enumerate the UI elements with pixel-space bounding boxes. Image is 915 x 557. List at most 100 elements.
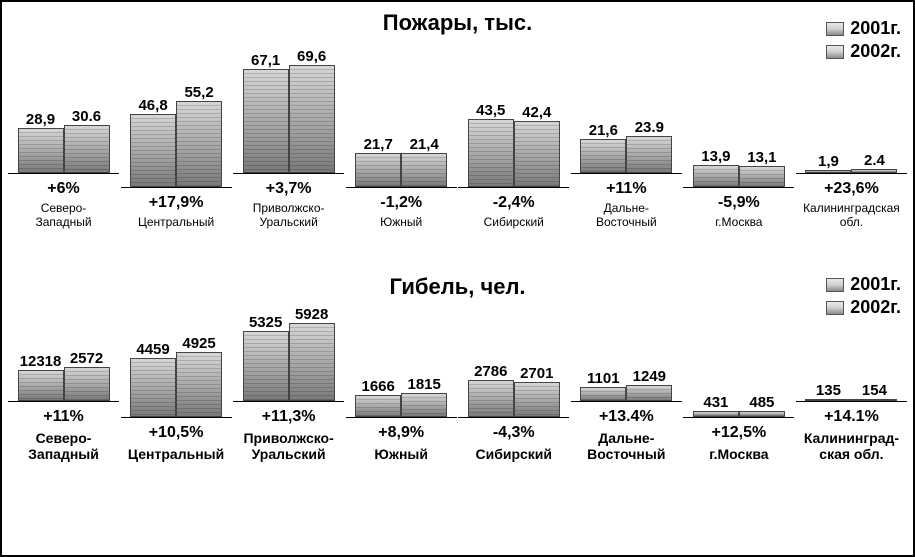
legend-label: 2002г. — [850, 297, 901, 318]
bar-group: 431485+12,5%г.Москва — [683, 338, 794, 462]
chart-title: Гибель, чел. — [8, 274, 907, 300]
bar-fill — [19, 129, 63, 172]
bar-value: 23.9 — [635, 119, 664, 136]
category-label: Сибирский — [475, 446, 552, 462]
bar-fill — [740, 167, 784, 185]
category-label: Северо-Западный — [28, 430, 99, 462]
bar-fill — [131, 115, 175, 186]
bar-value: 28,9 — [26, 111, 55, 128]
bar-pair: 431485 — [683, 338, 794, 418]
bar-value: 21,6 — [589, 122, 618, 139]
bar-fill — [581, 140, 625, 172]
delta-label: +11% — [606, 180, 646, 198]
bar: 2701 — [514, 382, 560, 418]
bar-fill — [19, 371, 63, 400]
delta-label: +12,5% — [712, 424, 767, 442]
chart-1: Пожары, тыс.2001г.2002г.28,930.6+6%Север… — [8, 10, 907, 268]
category-label: Северо-Западный — [35, 202, 91, 230]
bar-value: 2.4 — [864, 152, 885, 169]
bar-fill — [694, 412, 738, 416]
bar-value: 2572 — [70, 350, 103, 367]
bar-group: 21,623.9+11%Дальне-Восточный — [571, 64, 682, 230]
bar: 23.9 — [626, 136, 672, 173]
category-label: Центральный — [138, 216, 214, 230]
chart-frame: Пожары, тыс. 2001г.2002г. 28,930.6+6%Север… — [0, 0, 915, 557]
bar-group: 13,913,1-5,9%г.Москва — [683, 78, 794, 230]
bar: 4925 — [176, 352, 222, 417]
bar-group: 43,542,4-2,4%Сибирский — [458, 78, 569, 230]
bar-fill — [402, 394, 446, 416]
bar-value: 1249 — [633, 368, 666, 385]
bar-value: 5928 — [295, 306, 328, 323]
bar-fill — [806, 171, 850, 172]
bar-group: 28,930.6+6%Северо-Западный — [8, 64, 119, 230]
bar-value: 46,8 — [138, 97, 167, 114]
bar-value: 12318 — [20, 353, 62, 370]
bar-value: 485 — [749, 394, 774, 411]
bar: 69,6 — [289, 65, 335, 173]
bar-fill — [515, 122, 559, 186]
bar-groups: 28,930.6+6%Северо-Западный46,855,2+17,9%… — [8, 64, 907, 230]
bar: 2786 — [468, 380, 514, 417]
bar-pair: 13,913,1 — [683, 78, 794, 188]
bar: 1249 — [626, 385, 672, 401]
bar: 21,6 — [580, 139, 626, 173]
delta-label: +13.4% — [599, 408, 654, 426]
bar-fill — [356, 154, 400, 186]
bar-group: 44594925+10,5%Центральный — [121, 338, 232, 462]
spacer — [8, 36, 907, 64]
delta-label: -5,9% — [718, 194, 760, 212]
bar-value: 21,4 — [410, 136, 439, 153]
chart-2: Гибель, чел.2001г.2002г. 12318 2572 +11% Сев… — [8, 274, 907, 532]
bar: 46,8 — [130, 114, 176, 187]
bar-pair: 27862701 — [458, 338, 569, 418]
category-label: г.Москва — [709, 446, 768, 462]
bar: 4459 — [130, 358, 176, 417]
bar-value: 135 — [816, 382, 841, 399]
bar-pair: 44594925 — [121, 338, 232, 418]
delta-label: +14.1% — [824, 408, 879, 426]
delta-label: +11% — [43, 408, 83, 426]
bar-pair: 46,855,2 — [121, 78, 232, 188]
bar-fill — [131, 359, 175, 416]
bar-fill — [469, 381, 513, 416]
bar-value: 1,9 — [818, 153, 839, 170]
bar-groups: 12318 2572 +11% Северо-Западный 44594925+10,… — [8, 322, 907, 462]
bar-value: 4925 — [182, 335, 215, 352]
delta-label: +8,9% — [378, 424, 424, 442]
category-label: Дальне-Восточный — [587, 430, 665, 462]
bar-pair: 43,5 42,4 — [458, 78, 569, 188]
category-label: Калининград-ская обл. — [804, 430, 899, 462]
bar: 431 — [693, 411, 739, 417]
chart-title: Пожары, тыс. — [8, 10, 907, 36]
bar: 42,4 — [514, 121, 560, 187]
bar-fill — [244, 70, 288, 172]
bar-value: 2786 — [474, 363, 507, 380]
bar-pair: 16661815 — [346, 338, 457, 418]
bar: 1101 — [580, 387, 626, 401]
bar-group: 1,92.4+23,6%Калининградскаяобл. — [796, 64, 907, 230]
bar-fill — [290, 324, 334, 400]
category-label: Южный — [374, 446, 428, 462]
category-label: Сибирский — [484, 216, 544, 230]
bar-value: 67,1 — [251, 52, 280, 69]
legend-swatch — [826, 278, 844, 292]
bar-value: 431 — [703, 394, 728, 411]
legend-swatch — [826, 45, 844, 59]
bar-value: 21,7 — [364, 136, 393, 153]
bar-fill — [402, 154, 446, 185]
legend-item: 2001г. — [826, 274, 901, 295]
bar: 28,9 — [18, 128, 64, 173]
bar: 485 — [739, 411, 785, 417]
bar-group: 27862701-4,3%Сибирский — [458, 338, 569, 462]
category-label: Центральный — [128, 446, 224, 462]
bar-value: 2701 — [520, 365, 553, 382]
bar-value: 1666 — [362, 378, 395, 395]
bar-pair: 1,9 2.4 — [796, 64, 907, 174]
bar-value: 42,4 — [522, 104, 551, 121]
delta-label: -1,2% — [380, 194, 422, 212]
category-label: Приволжско-Уральский — [253, 202, 325, 230]
bar-fill — [515, 383, 559, 417]
bar-fill — [852, 170, 896, 172]
bar-value: 43,5 — [476, 102, 505, 119]
